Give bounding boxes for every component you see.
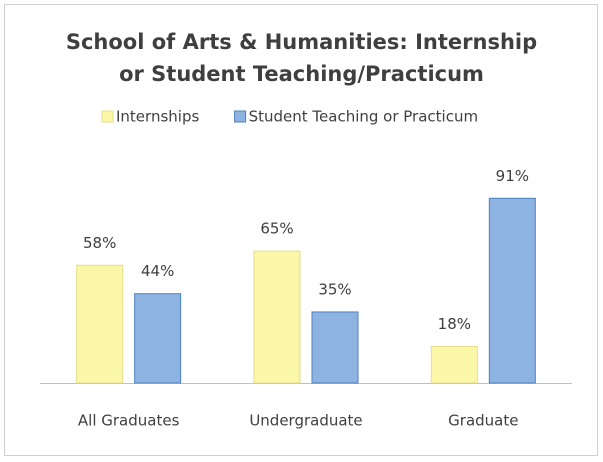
data-label: 44% [141,262,174,280]
legend-swatch [234,110,247,123]
data-label: 91% [496,167,529,185]
bar [253,250,301,384]
data-label: 58% [83,234,116,252]
bar [134,293,182,384]
bar [488,197,536,384]
chart-title: School of Arts & Humanities: Internship … [65,30,538,86]
bar [311,311,359,384]
legend-swatch [101,110,114,123]
bar [430,345,478,384]
data-label: 35% [318,280,351,298]
bar [76,264,124,384]
x-tick-label: Undergraduate [249,412,362,430]
x-tick-label: Graduate [448,412,518,430]
legend-label: Internships [116,108,199,126]
legend-label: Student Teaching or Practicum [249,108,478,126]
x-tick-label: All Graduates [78,412,180,430]
data-label: 18% [438,315,471,333]
data-label: 65% [260,220,293,238]
